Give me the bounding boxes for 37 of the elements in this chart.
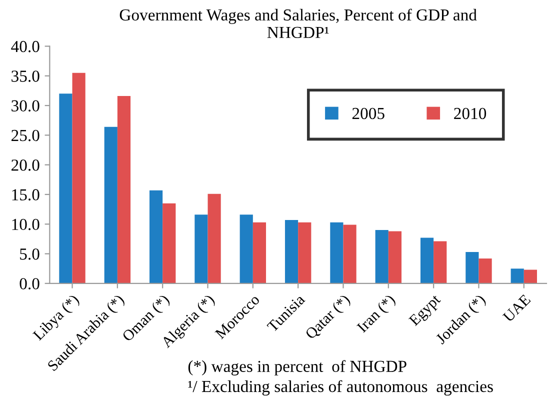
y-tick-label: 20.0 <box>12 160 40 171</box>
text: (*) wages in percent of NHGDP <box>188 360 406 376</box>
bar <box>388 231 402 284</box>
bar <box>420 238 434 284</box>
bar <box>434 241 447 284</box>
y-tick-label: 30.0 <box>12 100 40 112</box>
legend-label: 2005 <box>352 108 384 120</box>
legend-label: 2010 <box>454 108 486 120</box>
bar <box>284 220 298 284</box>
text: ¹/ Excluding salaries of autonomous agencies <box>188 380 493 396</box>
y-tick-label: 0.0 <box>20 278 40 290</box>
bar <box>240 214 253 284</box>
y-tick-label: 40.0 <box>11 40 40 52</box>
bar <box>298 222 312 284</box>
bar <box>343 224 356 284</box>
bar <box>478 258 492 284</box>
chart-title: Government Wages and Salaries, Percent of GDP and NHGDP¹ <box>120 8 477 38</box>
bar <box>510 268 524 284</box>
y-tick-label: 10.0 <box>12 218 40 230</box>
bar <box>149 190 163 284</box>
bar <box>208 194 221 284</box>
bar <box>59 94 72 284</box>
bar <box>466 252 479 284</box>
y-tick-label: 15.0 <box>12 189 40 200</box>
bar <box>104 126 118 284</box>
bar <box>252 222 266 284</box>
bar <box>72 72 86 284</box>
y-tick-label: 25.0 <box>12 130 40 142</box>
bar <box>117 96 131 284</box>
y-tick-label: 5.0 <box>20 248 40 260</box>
x-tick-label: Iran (*) <box>356 294 398 336</box>
bar <box>524 270 537 284</box>
bar <box>330 222 344 284</box>
bar <box>194 214 208 284</box>
y-tick-label: 35.0 <box>12 70 40 82</box>
bar <box>375 230 388 284</box>
bar <box>162 203 176 284</box>
